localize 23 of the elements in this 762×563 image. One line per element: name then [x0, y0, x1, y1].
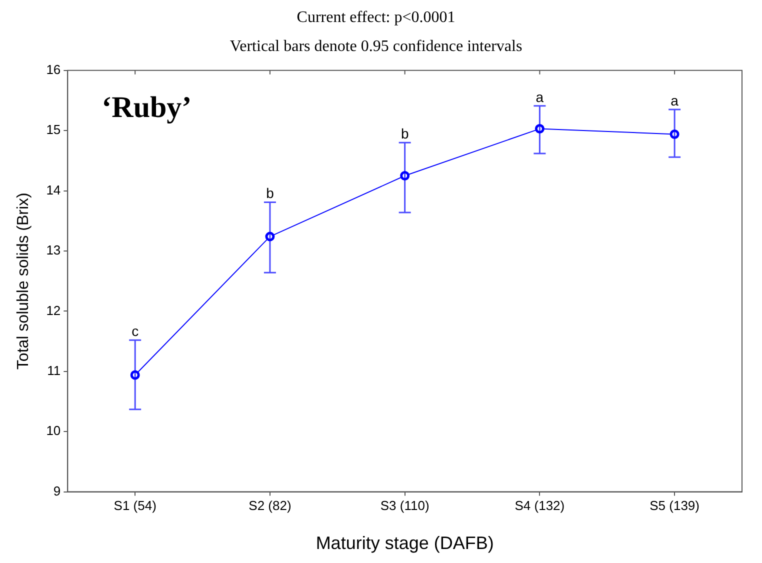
y-axis-title: Total soluble solids (Brix) — [15, 192, 32, 370]
annotation: b — [400, 126, 409, 142]
y-tick-label: 13 — [46, 242, 61, 258]
y-tick-label: 10 — [46, 423, 61, 438]
y-tick-label: 15 — [46, 122, 61, 138]
chart-title: Current effect: p<0.0001 — [296, 8, 456, 26]
chart-subtitle: Vertical bars denote 0.95 confidence intervals — [230, 38, 522, 56]
annotation: a — [536, 88, 544, 105]
x-tick-label: S5 (139) — [650, 498, 700, 514]
y-tick-label: 12 — [46, 302, 61, 318]
x-tick-label: S4 (132) — [514, 498, 565, 514]
annotation: c — [132, 322, 139, 339]
x-tick-label: S2 (82) — [248, 498, 292, 514]
annotation: ‘Ruby’ — [102, 91, 192, 124]
y-tick-label: 9 — [53, 483, 61, 498]
annotation: b — [266, 185, 274, 202]
x-tick-label: S1 (54) — [114, 498, 156, 514]
annotation: a — [670, 92, 679, 108]
y-tick-label: 16 — [46, 62, 61, 77]
x-tick-label: S3 (110) — [380, 498, 430, 514]
y-tick-label: 14 — [46, 182, 61, 198]
x-axis-title: Maturity stage (DAFB) — [316, 533, 494, 554]
y-tick-label: 11 — [47, 362, 61, 378]
